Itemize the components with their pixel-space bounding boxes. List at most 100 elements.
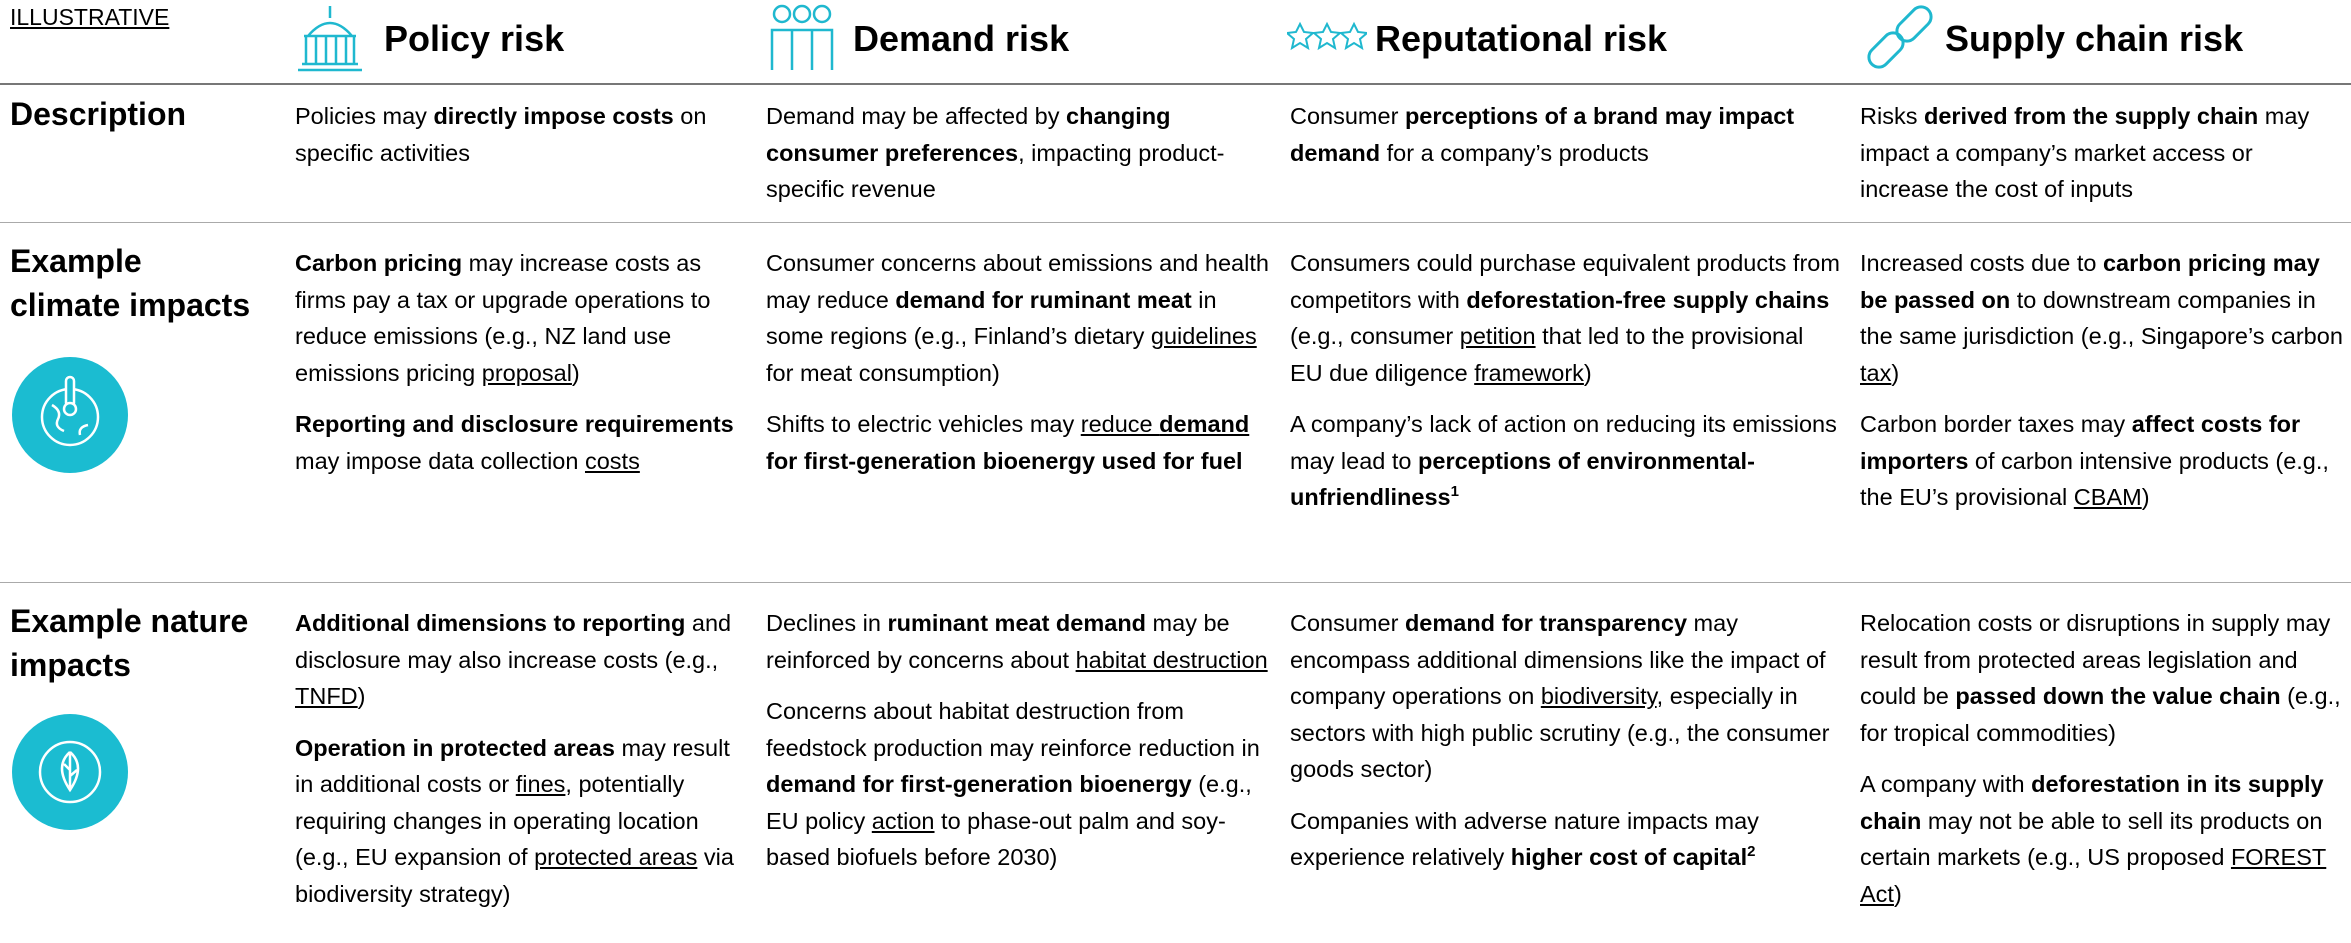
header-rule	[0, 83, 2351, 85]
bold-text: carbon pricing may be passed on	[1860, 250, 2320, 313]
text: )	[357, 683, 366, 709]
text: )	[1893, 880, 1902, 907]
row-rule	[0, 582, 2351, 583]
link[interactable]: guidelines	[1150, 323, 1257, 349]
bold-text: perceptions of environmental-unfriendlin…	[1290, 447, 1755, 511]
text: Concerns about habitat destruction from …	[766, 698, 1260, 761]
link[interactable]: biodiversity	[1540, 683, 1657, 709]
text: may encompass additional dimensions like…	[1290, 610, 1826, 709]
text: )	[1583, 359, 1592, 386]
text: that led to the provisional EU due dilig…	[1290, 323, 1804, 386]
bold-text: ruminant meat demand	[887, 610, 1147, 636]
bold-text: Reporting and disclosure requirements	[295, 411, 734, 437]
text: A company with	[1860, 771, 2032, 797]
text: , especially in sectors with high public…	[1290, 683, 1830, 782]
paragraph: Reporting and disclosure requirements ma…	[295, 406, 750, 479]
row-title: Example nature impacts	[10, 603, 249, 683]
bold-text: Additional dimensions to reporting	[295, 610, 686, 636]
cell: Demand may be affected by changing consu…	[766, 98, 1271, 223]
bold-text: changing consumer preferences	[766, 103, 1171, 166]
footnote-ref: 1	[1450, 483, 1459, 501]
paragraph: Risks derived from the supply chain may …	[1860, 98, 2345, 208]
link[interactable]: demand	[1159, 411, 1250, 437]
link[interactable]: petition	[1459, 323, 1536, 349]
link[interactable]: costs	[584, 447, 640, 474]
cell: Additional dimensions to reporting and d…	[295, 605, 750, 927]
nature-icon	[12, 714, 128, 830]
paragraph: Operation in protected areas may result …	[295, 730, 750, 913]
paragraph: A company’s lack of action on reducing i…	[1290, 406, 1840, 516]
supply-icon	[1867, 5, 1933, 69]
bold-text: deforestation-free supply chains	[1466, 286, 1830, 313]
text: )	[1891, 359, 1900, 386]
column-title: Policy risk	[384, 18, 565, 59]
bold-text: derived from the supply chain	[1923, 103, 2259, 129]
link[interactable]: fines	[515, 771, 566, 797]
paragraph: Additional dimensions to reporting and d…	[295, 605, 750, 715]
paragraph: Consumers could purchase equivalent prod…	[1290, 245, 1840, 391]
text: Consumers could purchase equivalent prod…	[1290, 250, 1840, 313]
text: in some regions (e.g., Finland’s dietary	[766, 286, 1217, 350]
paragraph: Carbon pricing may increase costs as fir…	[295, 245, 750, 391]
text: Declines in	[766, 610, 888, 636]
text: via biodiversity strategy)	[295, 844, 734, 907]
link[interactable]: framework	[1474, 359, 1584, 386]
cell: Relocation costs or disruptions in suppl…	[1860, 605, 2345, 927]
cell: Consumer concerns about emissions and he…	[766, 245, 1271, 494]
text: Carbon border taxes may	[1860, 411, 2132, 437]
link[interactable]: action	[871, 807, 935, 834]
text: Demand may be affected by	[766, 103, 1067, 129]
link[interactable]: TNFD	[295, 683, 358, 709]
paragraph: Consumer demand for transparency may enc…	[1290, 605, 1840, 788]
paragraph: Policies may directly impose costs on sp…	[295, 98, 750, 171]
link[interactable]: tax	[1860, 359, 1892, 386]
paragraph: Declines in ruminant meat demand may be …	[766, 605, 1271, 678]
text: Policies may	[295, 103, 434, 129]
bold-text: directly impose costs	[433, 103, 674, 129]
demand-icon	[770, 4, 834, 70]
paragraph: A company with deforestation in its supp…	[1860, 766, 2345, 912]
text: and disclosure may also increase costs (…	[295, 610, 732, 673]
text: may impose data collection	[295, 447, 585, 474]
link[interactable]: reduce	[1080, 411, 1160, 437]
text: of carbon intensive products (e.g., the …	[1860, 447, 2329, 511]
link[interactable]: proposal	[481, 359, 572, 386]
bold-text: affect costs for importers	[1860, 411, 2301, 474]
bold-text: perceptions of a brand may impact demand	[1290, 103, 1795, 166]
link[interactable]: habitat destruction	[1075, 646, 1268, 673]
climate-icon	[12, 357, 128, 473]
link[interactable]: CBAM	[2073, 484, 2142, 510]
paragraph: Consumer concerns about emissions and he…	[766, 245, 1271, 391]
text: )	[2141, 484, 2150, 510]
bold-text: deforestation in its supply chain	[1860, 771, 2324, 834]
link[interactable]: protected areas	[534, 844, 698, 870]
text: Companies with adverse nature impacts ma…	[1290, 807, 1759, 871]
cell: Consumers could purchase equivalent prod…	[1290, 245, 1840, 531]
link[interactable]: FOREST Act	[1860, 844, 2327, 907]
text: (e.g., EU policy	[766, 771, 1252, 834]
column-title: Reputational risk	[1375, 18, 1668, 59]
cell: Consumer perceptions of a brand may impa…	[1290, 98, 1840, 186]
paragraph: Demand may be affected by changing consu…	[766, 98, 1271, 208]
text: for meat consumption)	[766, 359, 1000, 386]
bold-text: higher cost of capital	[1510, 844, 1748, 870]
text: may not be able to sell its products on …	[1860, 807, 2323, 871]
cell: Declines in ruminant meat demand may be …	[766, 605, 1271, 891]
bold-text: passed down the value chain	[1955, 683, 2281, 709]
text: on specific activities	[295, 103, 707, 166]
paragraph: Carbon border taxes may affect costs for…	[1860, 406, 2345, 516]
text: to downstream companies in the same juri…	[1860, 286, 2343, 350]
bold-text: demand for first-generation bioenergy	[766, 771, 1192, 797]
cell: Carbon pricing may increase costs as fir…	[295, 245, 750, 494]
bold-text: demand for transparency	[1404, 610, 1688, 636]
column-title: Demand risk	[853, 18, 1070, 59]
text: Consumer	[1290, 103, 1405, 129]
footnote-ref: 2	[1747, 843, 1756, 861]
row-rule	[0, 222, 2351, 223]
bold-text: Carbon pricing	[295, 250, 463, 276]
paragraph: Shifts to electric vehicles may reduce d…	[766, 406, 1271, 479]
paragraph: Relocation costs or disruptions in suppl…	[1860, 605, 2345, 751]
paragraph: Concerns about habitat destruction from …	[766, 693, 1271, 876]
text: Shifts to electric vehicles may	[766, 411, 1081, 437]
